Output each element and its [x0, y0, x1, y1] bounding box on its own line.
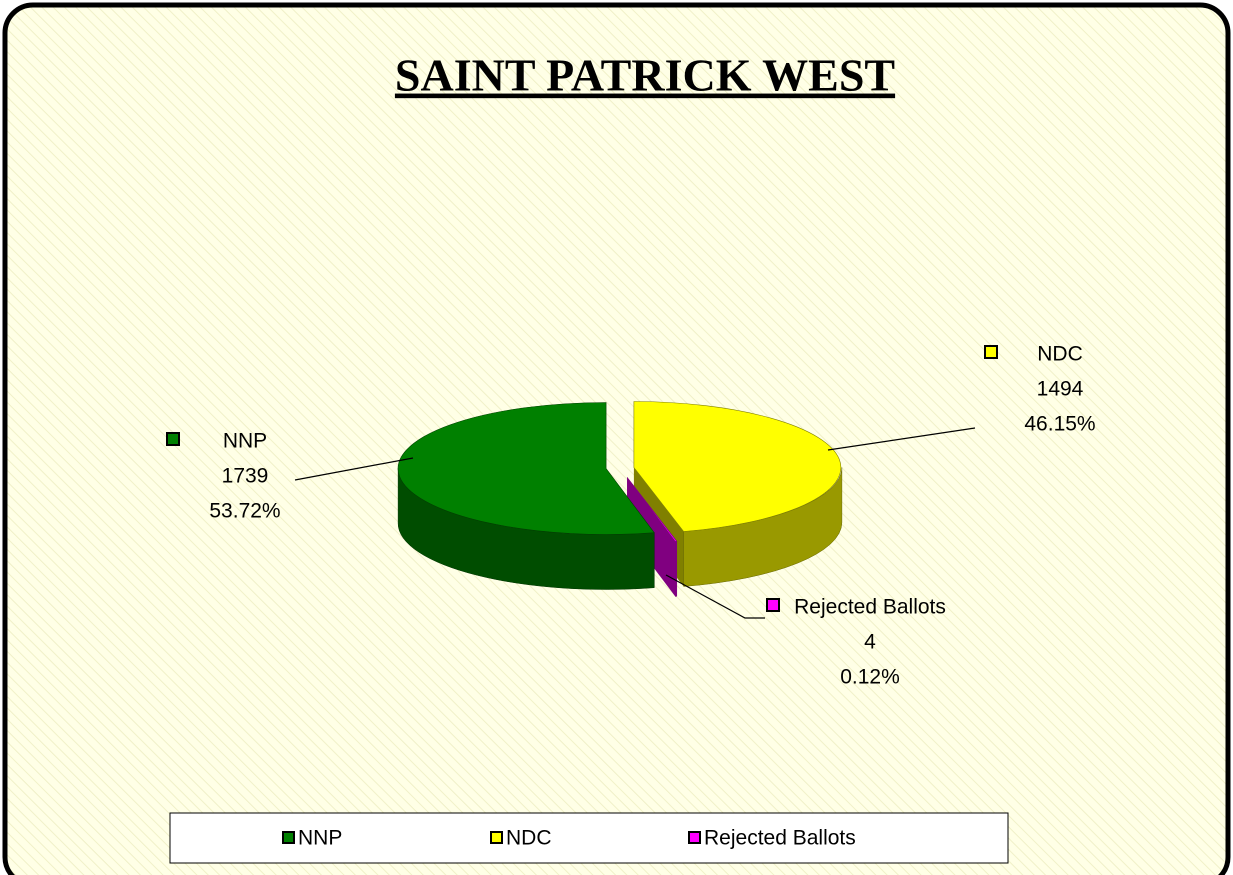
data-label-name: NNP	[223, 430, 267, 453]
data-label-percent: 0.12%	[840, 666, 900, 689]
label-swatch	[166, 432, 180, 446]
leader-line	[294, 457, 414, 481]
legend-swatch	[688, 831, 701, 844]
data-label-value: 4	[864, 631, 876, 654]
legend-label: Rejected Ballots	[704, 827, 856, 850]
legend-swatch	[490, 831, 503, 844]
leader-line	[665, 574, 765, 619]
slice-side	[675, 541, 678, 597]
label-swatch	[766, 598, 780, 612]
data-label-percent: 46.15%	[1024, 413, 1095, 436]
slice-side	[683, 467, 843, 587]
legend-swatch	[282, 831, 295, 844]
legend-label: NDC	[506, 827, 552, 850]
legend-box	[169, 812, 1009, 864]
chart-title: SAINT PATRICK WEST	[395, 50, 895, 101]
data-label-value: 1739	[222, 465, 269, 488]
label-swatch	[984, 345, 998, 359]
data-label-value: 1494	[1037, 378, 1084, 401]
slice	[633, 401, 842, 532]
data-label-percent: 53.72%	[209, 500, 280, 523]
slice	[626, 477, 678, 542]
data-label-name: NDC	[1037, 343, 1083, 366]
legend-label: NNP	[298, 827, 342, 850]
slice	[397, 402, 655, 535]
leader-line	[827, 427, 976, 451]
data-label-name: Rejected Ballots	[794, 596, 946, 619]
